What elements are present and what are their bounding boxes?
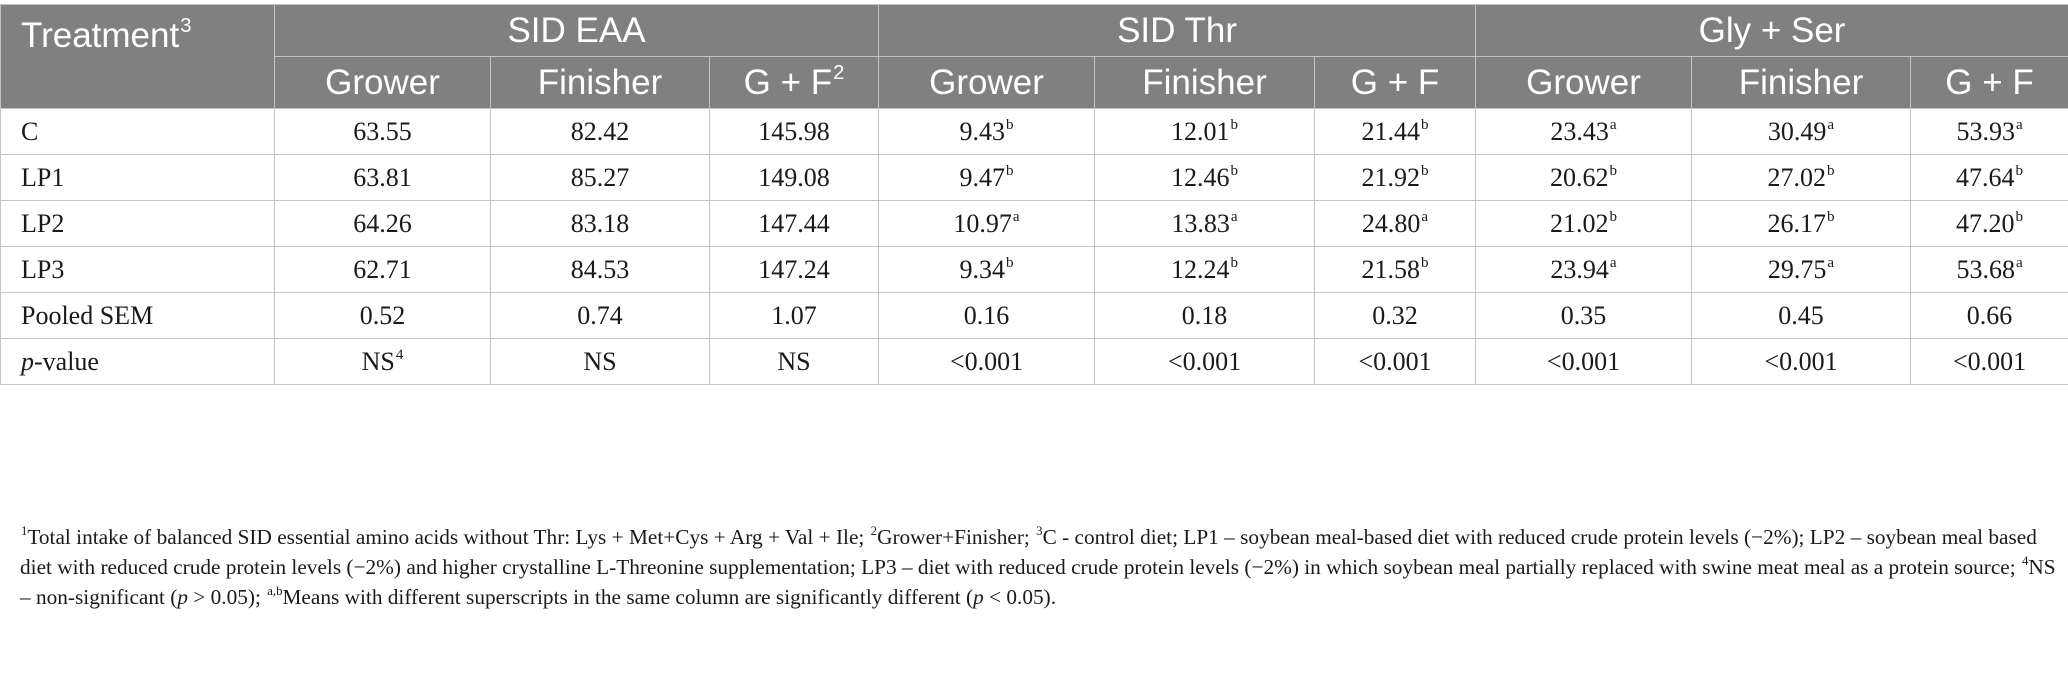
row-label: LP2 [0,200,275,247]
table-cell: 145.98 [708,108,880,155]
header-subcol: Grower [878,56,1096,109]
table-cell: 9.47b [878,154,1096,201]
table-cell: 29.75a [1691,246,1912,293]
table-cell: 53.93a [1910,108,2068,155]
table-cell: 147.24 [708,246,880,293]
table-row: p-value NS4 NS NS <0.001 <0.001 <0.001 <0.001 <0… [0,338,2068,385]
table-cell: 9.43b [878,108,1096,155]
table-cell: 9.34b [878,246,1096,293]
table-cell: <0.001 [1475,338,1693,385]
table-cell: 30.49a [1691,108,1912,155]
table-cell: 83.18 [490,200,710,247]
table-footnote: 1Total intake of balanced SID essential … [20,524,2056,609]
table-row: LP1 63.81 85.27 149.08 9.47b 12.46b 21.92b 20.6… [0,154,2068,201]
table-cell: 10.97a [878,200,1096,247]
header-subcol: Finisher [1691,56,1912,109]
table-cell: 23.43a [1475,108,1693,155]
row-label: LP3 [0,246,275,293]
table-cell: 26.17b [1691,200,1912,247]
table-cell: 82.42 [490,108,710,155]
table-row: Pooled SEM 0.52 0.74 1.07 0.16 0.18 0.32 0.35 0.… [0,292,2068,339]
table-cell: 12.01b [1094,108,1316,155]
table-cell: 13.83a [1094,200,1316,247]
table-cell: 24.80a [1314,200,1477,247]
table-cell: <0.001 [1910,338,2068,385]
header-subcol: G + F [1910,56,2068,109]
row-label: LP1 [0,154,275,201]
table-cell: 21.92b [1314,154,1477,201]
table-cell: 0.35 [1475,292,1693,339]
table-cell: 84.53 [490,246,710,293]
header-group: Gly + Ser [1475,4,2068,57]
header-group: SID EAA [273,4,880,57]
header-treatment: Treatment3 [0,4,275,109]
table-cell: 63.81 [274,154,491,201]
table-cell: 23.94a [1475,246,1693,293]
header-subcol: G + F [1314,56,1477,109]
results-table: Treatment3 SID EAA SID Thr Gly + Ser Gro… [0,4,2068,385]
header-subcol: G + F2 [708,56,880,109]
header-subcol: Grower [1475,56,1693,109]
table-cell: 21.58b [1314,246,1477,293]
header-subcol: Grower [274,56,491,109]
table-cell: NS [490,338,710,385]
table-cell: 0.66 [1910,292,2068,339]
table-cell: <0.001 [1691,338,1912,385]
table-cell: 21.44b [1314,108,1477,155]
table-cell: NS4 [274,338,491,385]
table-cell: 0.18 [1094,292,1316,339]
table-cell: 21.02b [1475,200,1693,247]
table-cell: 27.02b [1691,154,1912,201]
header-subcol: Finisher [490,56,710,109]
row-label: Pooled SEM [0,292,275,339]
table-cell: <0.001 [878,338,1096,385]
table-row: C 63.55 82.42 145.98 9.43b 12.01b 21.44b 23.43a… [0,108,2068,155]
table-row: LP2 64.26 83.18 147.44 10.97a 13.83a 24.80a 21.… [0,200,2068,247]
table-cell: <0.001 [1314,338,1477,385]
table-cell: 20.62b [1475,154,1693,201]
table-cell: NS [708,338,880,385]
table-cell: 0.45 [1691,292,1912,339]
header-subcol: Finisher [1094,56,1316,109]
table-cell: 63.55 [274,108,491,155]
row-label: p-value [0,338,275,385]
table-cell: 149.08 [708,154,880,201]
table-cell: 0.32 [1314,292,1477,339]
table-cell: 85.27 [490,154,710,201]
table-cell: 47.64b [1910,154,2068,201]
table-cell: 47.20b [1910,200,2068,247]
table-cell: 147.44 [708,200,880,247]
table-cell: 0.52 [274,292,491,339]
header-group: SID Thr [878,4,1477,57]
table-cell: 53.68a [1910,246,2068,293]
table-row: LP3 62.71 84.53 147.24 9.34b 12.24b 21.58b 23.9… [0,246,2068,293]
table-cell: 12.24b [1094,246,1316,293]
table-cell: 62.71 [274,246,491,293]
table-cell: <0.001 [1094,338,1316,385]
table-cell: 0.74 [490,292,710,339]
table-cell: 0.16 [878,292,1096,339]
table-cell: 1.07 [708,292,880,339]
table-cell: 64.26 [274,200,491,247]
table-cell: 12.46b [1094,154,1316,201]
row-label: C [0,108,275,155]
